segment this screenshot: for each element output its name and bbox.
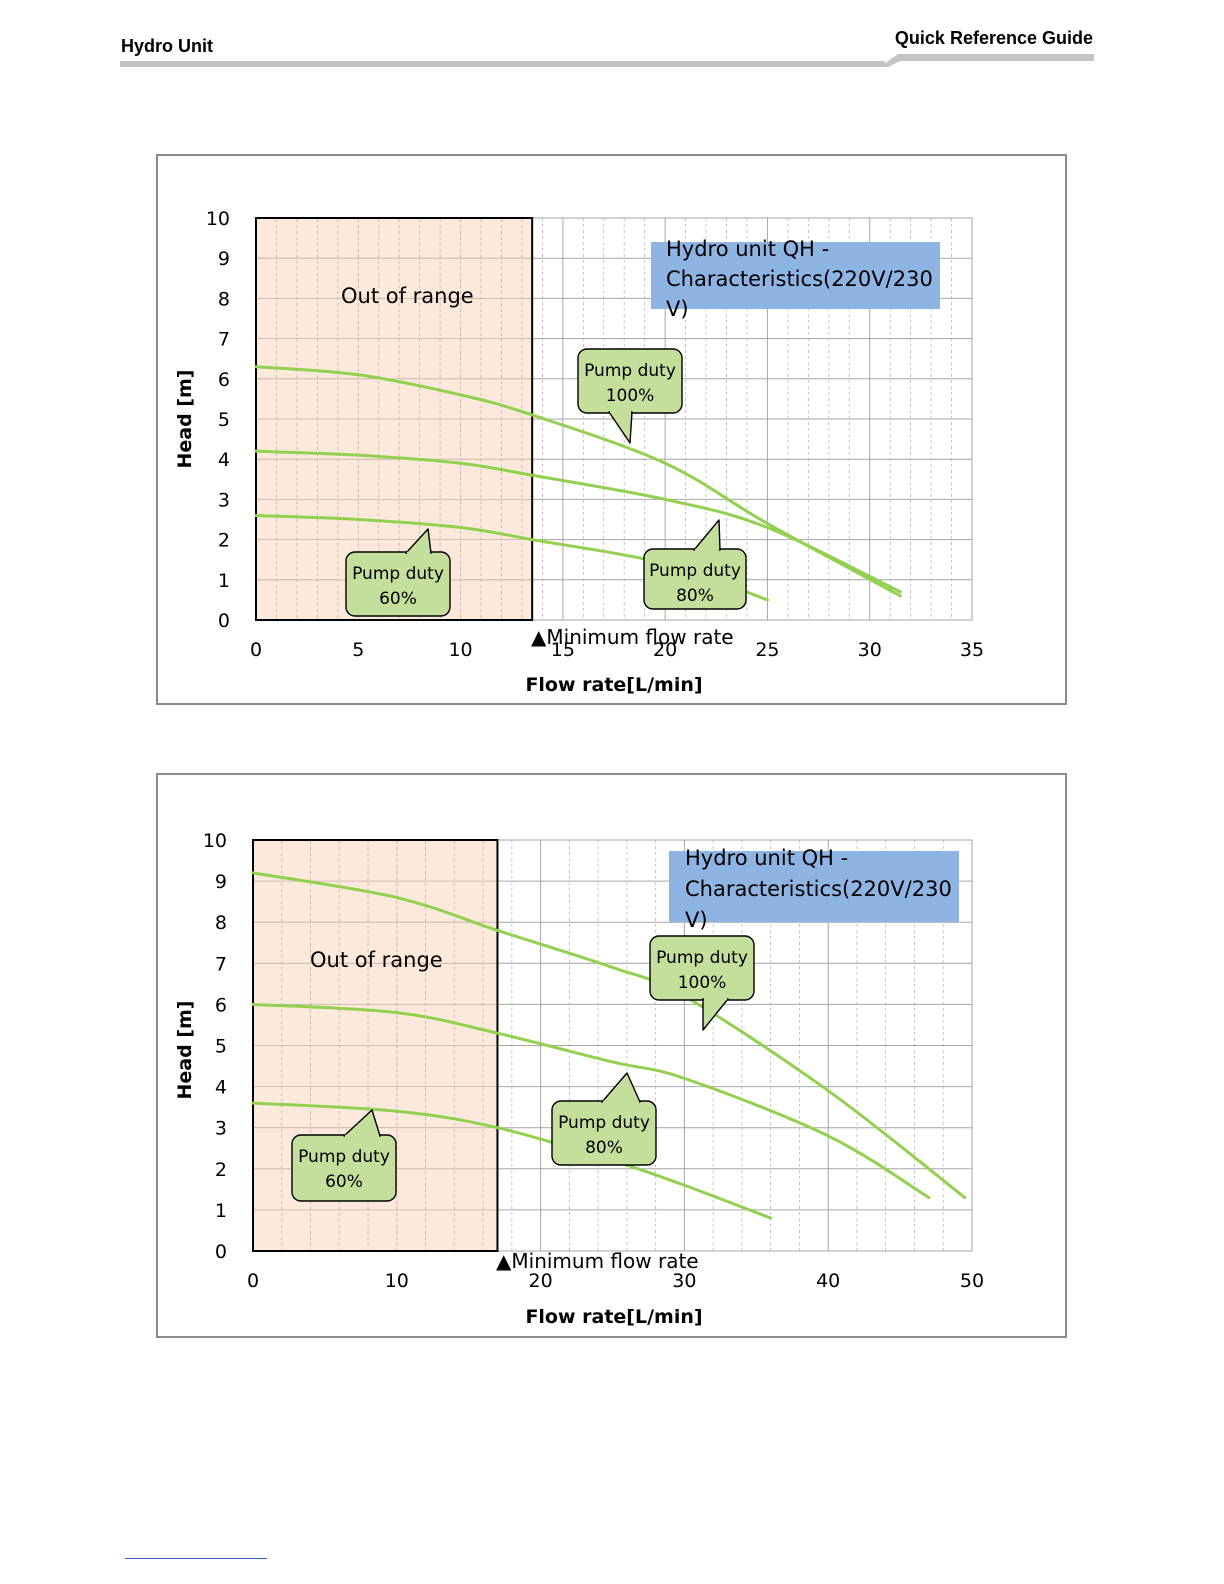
y-tick-label: 10 <box>206 208 230 230</box>
chart-2-canvas: Out of range 0 1 2 3 4 5 6 7 8 9 10 0 10 20 30 40 50 Flow … <box>174 830 984 1328</box>
x-tick-label: 0 <box>247 1270 259 1292</box>
chart-title: Hydro unit QH - <box>666 237 829 261</box>
series-line <box>251 871 967 1200</box>
x-axis-title: Flow rate[L/min] <box>525 674 702 696</box>
callout-box <box>345 551 451 617</box>
chart-title-box <box>651 242 940 309</box>
x-tick-label: 20 <box>653 639 677 661</box>
callout-value: 60% <box>325 1172 363 1192</box>
y-tick-label: 7 <box>215 953 227 975</box>
x-tick-label: 50 <box>960 1270 984 1292</box>
callout-pointer <box>702 998 729 1031</box>
x-tick-label: 15 <box>551 639 575 661</box>
y-tick-label: 5 <box>215 1036 227 1058</box>
x-tick-label: 0 <box>250 639 262 661</box>
y-tick-label: 8 <box>215 912 227 934</box>
y-tick-label: 10 <box>203 830 227 852</box>
x-tick-label: 10 <box>385 1270 409 1292</box>
y-tick-label: 9 <box>218 248 230 270</box>
y-tick-label: 4 <box>215 1077 227 1099</box>
x-tick-label: 5 <box>352 639 364 661</box>
callout-pointer <box>693 519 721 551</box>
chart-title: Hydro unit QH - <box>685 846 848 870</box>
x-axis-title: Flow rate[L/min] <box>525 1306 702 1328</box>
callout-label: Pump duty <box>352 564 444 584</box>
x-tick-label: 25 <box>755 639 779 661</box>
header-divider <box>120 54 1094 67</box>
y-tick-label: 3 <box>215 1118 227 1140</box>
callout-value: 60% <box>379 589 417 609</box>
y-tick-label: 2 <box>215 1159 227 1181</box>
minimum-flow-label: ▲Minimum flow rate <box>496 1249 699 1273</box>
y-tick-label: 0 <box>218 610 230 632</box>
chart-title: Characteristics(220V/230 <box>685 877 952 901</box>
callout-pointer <box>608 411 633 444</box>
x-tick-label: 35 <box>960 639 984 661</box>
callout-pointer <box>601 1072 641 1103</box>
x-tick-label: 10 <box>448 639 472 661</box>
x-tick-label: 30 <box>858 639 882 661</box>
y-axis-title: Head [m] <box>174 1001 196 1100</box>
series-line <box>251 1002 931 1200</box>
series-line <box>254 449 902 594</box>
callout-box <box>649 935 755 1001</box>
x-tick-label: 40 <box>816 1270 840 1292</box>
out-of-range-label: Out of range <box>310 948 443 972</box>
chart-title: V) <box>666 297 689 321</box>
y-tick-label: 1 <box>218 570 230 592</box>
callout-label: Pump duty <box>558 1113 650 1133</box>
out-of-range-label: Out of range <box>341 284 474 308</box>
footer-rule <box>125 1558 267 1559</box>
callout-label: Pump duty <box>649 561 741 581</box>
y-tick-label: 8 <box>218 288 230 310</box>
y-tick-label: 9 <box>215 871 227 893</box>
guide-title: Quick Reference Guide <box>894 28 1093 48</box>
y-tick-label: 2 <box>218 530 230 552</box>
callout-label: Pump duty <box>584 361 676 381</box>
callout-label: Pump duty <box>298 1147 390 1167</box>
minimum-flow-label: ▲Minimum flow rate <box>531 625 734 649</box>
series-line <box>251 1101 773 1220</box>
x-tick-label: 30 <box>672 1270 696 1292</box>
series-line <box>254 365 902 598</box>
chart-title: Characteristics(220V/230 <box>666 267 933 291</box>
callout-value: 100% <box>678 973 727 993</box>
y-tick-label: 6 <box>215 994 227 1016</box>
callout-label: Pump duty <box>656 948 748 968</box>
pump-chart-1: Out of range 0 1 2 3 4 5 6 7 8 9 10 0 5 10 15 20 25 30 35 Fl… <box>156 154 1067 705</box>
callout-value: 80% <box>676 586 714 606</box>
x-tick-label: 20 <box>529 1270 553 1292</box>
document-title: Hydro Unit <box>121 36 213 56</box>
y-tick-label: 4 <box>218 449 230 471</box>
chart-1-canvas: Out of range 0 1 2 3 4 5 6 7 8 9 10 0 5 10 15 20 25 30 35 Fl… <box>174 208 984 696</box>
pump-chart-2: Out of range 0 1 2 3 4 5 6 7 8 9 10 0 10 20 30 40 50 Flow … <box>156 773 1067 1338</box>
callout-box <box>291 1134 397 1202</box>
callout-value: 80% <box>585 1138 623 1158</box>
y-axis-title: Head [m] <box>174 370 196 469</box>
chart-title-box <box>669 851 959 922</box>
callout-value: 100% <box>606 386 655 406</box>
y-tick-label: 0 <box>215 1241 227 1263</box>
y-tick-label: 5 <box>218 409 230 431</box>
y-tick-label: 6 <box>218 369 230 391</box>
y-tick-label: 7 <box>218 329 230 351</box>
y-tick-label: 1 <box>215 1200 227 1222</box>
y-tick-label: 3 <box>218 489 230 511</box>
chart-title: V) <box>685 908 708 932</box>
